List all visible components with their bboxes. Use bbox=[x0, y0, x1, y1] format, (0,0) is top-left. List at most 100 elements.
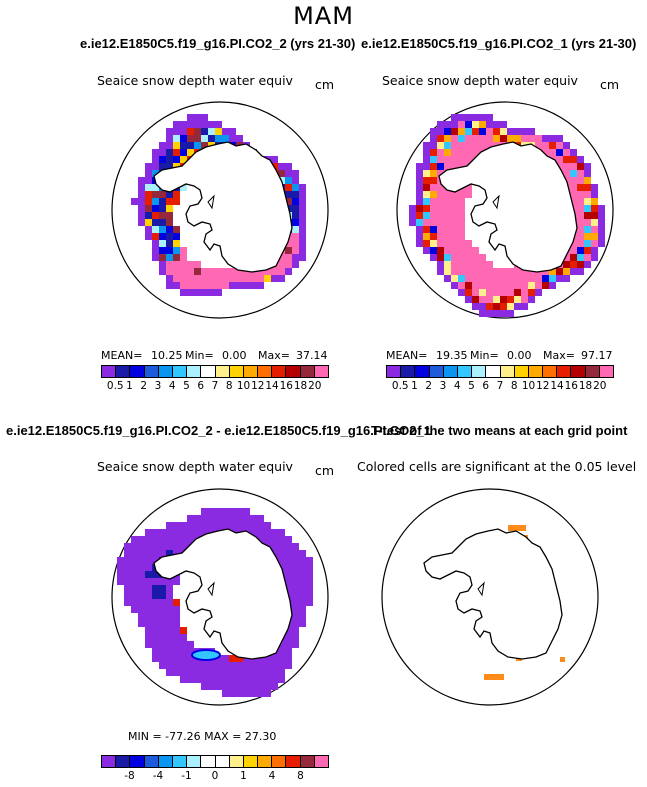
colorbar-swatch bbox=[528, 366, 544, 377]
colorbar-swatch bbox=[272, 366, 287, 377]
colorbar-swatch bbox=[500, 366, 515, 377]
antarctica-coastline bbox=[153, 528, 293, 660]
panel1-mean: 10.25 bbox=[151, 349, 183, 362]
colorbar-tick-label: -8 bbox=[124, 770, 135, 782]
colorbar-tick-label: 12 bbox=[251, 380, 265, 392]
panel3-stats: MIN = -77.26 MAX = 27.30 bbox=[128, 730, 277, 743]
colorbar-tick-label: 18 bbox=[578, 380, 593, 392]
colorbar-tick-label: 0.5 bbox=[391, 380, 409, 392]
panel3-colorbar-ticks: -8 -4 -1 0 1 4 8 bbox=[101, 770, 329, 784]
colorbar-swatch bbox=[243, 366, 259, 377]
ice-shelf-outline bbox=[207, 194, 215, 210]
colorbar-tick-label: 1 bbox=[411, 380, 418, 392]
colorbar-swatch bbox=[286, 366, 301, 377]
ice-shelf-outline bbox=[477, 581, 485, 597]
season-title: MAM bbox=[293, 2, 354, 30]
ttest-cell bbox=[508, 525, 526, 531]
panel1-max: 37.14 bbox=[296, 349, 328, 362]
colorbar-tick-label: 14 bbox=[265, 380, 279, 392]
colorbar-tick-label: 0.5 bbox=[106, 380, 124, 392]
ttest-cell bbox=[560, 657, 565, 662]
colorbar-swatch bbox=[258, 756, 273, 767]
colorbar-tick-label: 6 bbox=[197, 380, 205, 392]
colorbar-tick-label: 20 bbox=[593, 380, 607, 392]
panel2-title: e.ie12.E1850C5.f19_g16.PI.CO2_1 (yrs 21-… bbox=[361, 36, 637, 51]
colorbar-swatch bbox=[229, 366, 244, 377]
colorbar-tick-label: 2 bbox=[425, 380, 433, 392]
colorbar-swatch bbox=[415, 366, 430, 377]
colorbar-tick-label: 20 bbox=[308, 380, 322, 392]
panel1-colorbar bbox=[101, 365, 329, 378]
colorbar-tick-label: 12 bbox=[536, 380, 550, 392]
colorbar-swatch bbox=[187, 756, 202, 767]
colorbar-swatch bbox=[472, 366, 487, 377]
colorbar-swatch bbox=[387, 366, 402, 377]
panel2-colorbar bbox=[386, 365, 614, 378]
panel2-max-label: Max= bbox=[543, 349, 575, 362]
colorbar-swatch bbox=[272, 756, 287, 767]
colorbar-swatch bbox=[201, 756, 216, 767]
colorbar-swatch bbox=[158, 756, 173, 767]
panel3-colorbar bbox=[101, 755, 329, 768]
colorbar-swatch bbox=[144, 366, 159, 377]
colorbar-swatch bbox=[314, 756, 328, 767]
panel1-min-label: Min= bbox=[185, 349, 214, 362]
panel3-anomaly-blob bbox=[191, 649, 221, 661]
colorbar-swatch bbox=[130, 756, 145, 767]
colorbar-swatch bbox=[486, 366, 501, 377]
colorbar-tick-label: 2 bbox=[140, 380, 148, 392]
colorbar-swatch bbox=[116, 756, 131, 767]
colorbar-swatch bbox=[585, 366, 600, 377]
panel4-subtitle: Colored cells are significant at the 0.0… bbox=[357, 459, 637, 474]
colorbar-swatch bbox=[286, 756, 301, 767]
ice-shelf-outline bbox=[207, 581, 215, 597]
panel3-title: e.ie12.E1850C5.f19_g16.PI.CO2_2 - e.ie12… bbox=[6, 423, 431, 438]
colorbar-tick-label: 16 bbox=[564, 380, 578, 392]
panel1-unit: cm bbox=[315, 77, 335, 92]
colorbar-swatch bbox=[300, 366, 315, 377]
panel1-title: e.ie12.E1850C5.f19_g16.PI.CO2_2 (yrs 21-… bbox=[80, 36, 356, 51]
colorbar-swatch bbox=[158, 366, 173, 377]
colorbar-swatch bbox=[571, 366, 586, 377]
colorbar-swatch bbox=[201, 366, 216, 377]
colorbar-tick-label: 7 bbox=[496, 380, 504, 392]
panel1-min: 0.00 bbox=[222, 349, 247, 362]
colorbar-swatch bbox=[401, 366, 416, 377]
panel1-subtitle: Seaice snow depth water equiv bbox=[97, 73, 293, 88]
colorbar-swatch bbox=[314, 366, 328, 377]
panel2-mean-label: MEAN= bbox=[386, 349, 428, 362]
colorbar-swatch bbox=[229, 756, 244, 767]
colorbar-swatch bbox=[102, 366, 117, 377]
colorbar-swatch bbox=[429, 366, 444, 377]
colorbar-tick-label: 8 bbox=[510, 380, 518, 392]
panel4-title: T-test of the two means at each grid poi… bbox=[371, 423, 628, 438]
panel2-max: 97.17 bbox=[581, 349, 613, 362]
colorbar-swatch bbox=[116, 366, 131, 377]
panel1-mean-label: MEAN= bbox=[101, 349, 143, 362]
colorbar-tick-label: 7 bbox=[211, 380, 219, 392]
panel2-subtitle: Seaice snow depth water equiv bbox=[382, 73, 578, 88]
colorbar-swatch bbox=[172, 366, 188, 377]
colorbar-tick-label: 8 bbox=[297, 770, 304, 782]
colorbar-tick-label: 4 bbox=[453, 380, 461, 392]
colorbar-swatch bbox=[300, 756, 315, 767]
colorbar-swatch bbox=[144, 756, 159, 767]
colorbar-swatch bbox=[243, 756, 259, 767]
panel1-max-label: Max= bbox=[258, 349, 290, 362]
colorbar-tick-label: 3 bbox=[439, 380, 447, 392]
panel1-colorbar-ticks: 0.5 1 2 3 4 5 6 7 8 10 12 14 16 18 20 bbox=[101, 380, 329, 394]
colorbar-tick-label: 8 bbox=[225, 380, 233, 392]
colorbar-swatch bbox=[215, 366, 230, 377]
colorbar-swatch bbox=[130, 366, 145, 377]
colorbar-tick-label: 5 bbox=[468, 380, 475, 392]
colorbar-tick-label: 10 bbox=[521, 380, 536, 392]
antarctica-coastline bbox=[423, 528, 563, 660]
colorbar-swatch bbox=[557, 366, 572, 377]
colorbar-tick-label: 0 bbox=[211, 770, 219, 782]
panel2-map bbox=[396, 101, 614, 319]
colorbar-tick-label: 3 bbox=[154, 380, 162, 392]
colorbar-tick-label: 4 bbox=[168, 380, 176, 392]
panel3-unit: cm bbox=[315, 463, 335, 478]
panel3-map bbox=[111, 488, 329, 706]
ice-shelf-outline bbox=[492, 194, 500, 210]
